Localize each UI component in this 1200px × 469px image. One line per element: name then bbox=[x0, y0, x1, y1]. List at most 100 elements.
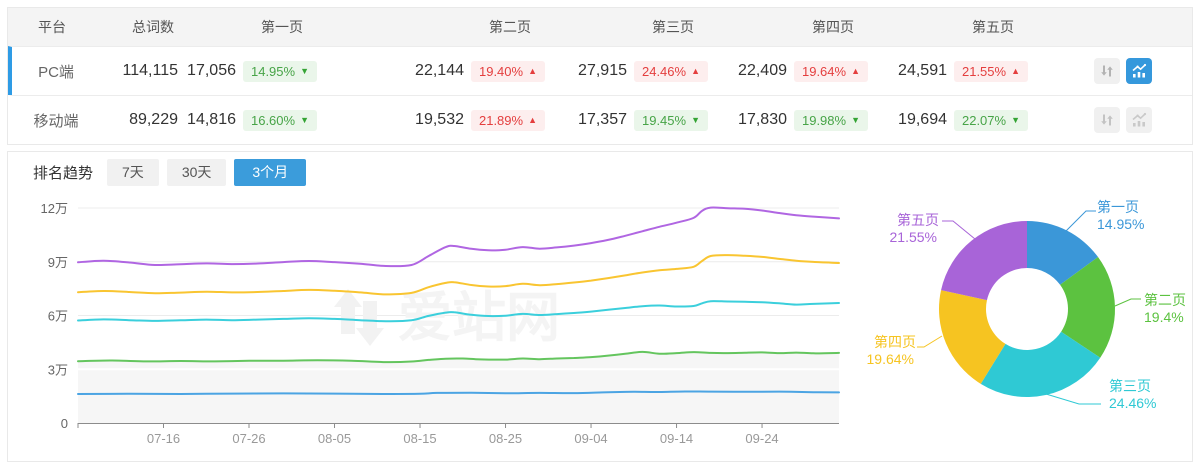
donut-slice-第三页[interactable] bbox=[980, 331, 1101, 398]
watermark-text: 爱站网 bbox=[398, 288, 560, 348]
page1-cell: 14,816 16.60% ▼ bbox=[178, 109, 317, 131]
svg-text:3万: 3万 bbox=[48, 362, 68, 377]
page1-pct-badge: 14.95% ▼ bbox=[242, 60, 317, 82]
page1-count: 17,056 bbox=[187, 62, 236, 79]
page-share-donut-chart: 第一页 14.95% 第二页 19.4% 第三页 24.46% 第四页 19.6… bbox=[867, 172, 1192, 452]
page3-pct-badge: 19.45% ▼ bbox=[633, 109, 708, 131]
donut-slice-第四页[interactable] bbox=[938, 290, 1006, 384]
up-arrow-icon: ▲ bbox=[851, 66, 860, 76]
donut-svg bbox=[917, 210, 1141, 405]
page3-count: 27,915 bbox=[578, 62, 627, 79]
page5-cell: 19,694 22.07% ▼ bbox=[868, 109, 1028, 131]
trend-chart-icon bbox=[1132, 112, 1147, 127]
leader-line-page1 bbox=[1063, 210, 1096, 234]
down-arrow-icon: ▼ bbox=[691, 115, 700, 125]
header-page-1: 第一页 bbox=[261, 19, 303, 35]
page2-count: 22,144 bbox=[415, 62, 464, 79]
down-arrow-icon: ▼ bbox=[300, 115, 309, 125]
svg-text:08-05: 08-05 bbox=[318, 431, 351, 446]
page1-count: 14,816 bbox=[187, 111, 236, 128]
page5-pct-badge: 21.55% ▲ bbox=[953, 60, 1028, 82]
trend-title: 排名趋势 bbox=[33, 164, 94, 182]
header-platform: 平台 bbox=[38, 19, 66, 35]
page5-pct-badge: 22.07% ▼ bbox=[953, 109, 1028, 131]
header-page-4: 第四页 bbox=[812, 19, 854, 35]
page3-cell: 27,915 24.46% ▲ bbox=[545, 60, 708, 82]
page1-cell: 17,056 14.95% ▼ bbox=[178, 60, 317, 82]
header-page-3: 第三页 bbox=[652, 19, 694, 35]
page2-pct-badge: 21.89% ▲ bbox=[470, 109, 545, 131]
page1-pct-badge: 16.60% ▼ bbox=[242, 109, 317, 131]
donut-label-page3: 第三页 24.46% bbox=[1109, 378, 1157, 411]
table-row-pc[interactable]: PC端 114,115 17,056 14.95% ▼ 22,144 19.40%… bbox=[8, 46, 1192, 95]
tab-7-days[interactable]: 7天 bbox=[107, 159, 159, 186]
page3-count: 17,357 bbox=[578, 111, 627, 128]
up-arrow-icon: ▲ bbox=[528, 115, 537, 125]
svg-text:07-16: 07-16 bbox=[147, 431, 180, 446]
page4-count: 17,830 bbox=[738, 111, 787, 128]
page5-count: 19,694 bbox=[898, 111, 947, 128]
up-arrow-icon: ▲ bbox=[691, 66, 700, 76]
trend-header: 排名趋势 7天 30天 3个月 bbox=[33, 159, 314, 186]
rank-table-panel: 平台 总词数 第一页 第二页 第三页 第四页 第五页 PC端 114,115 1… bbox=[7, 7, 1193, 145]
trend-line-chart: 爱站网 0 3万 6万 9万 12万 07-16 07-26 08-05 08-15 08-25 0… bbox=[41, 201, 840, 446]
svg-text:0: 0 bbox=[61, 416, 68, 431]
page4-count: 22,409 bbox=[738, 62, 787, 79]
total-words-value: 89,229 bbox=[129, 111, 178, 128]
svg-text:08-25: 08-25 bbox=[489, 431, 522, 446]
page4-pct-badge: 19.64% ▲ bbox=[793, 60, 868, 82]
donut-slice-第五页[interactable] bbox=[941, 221, 1027, 301]
page2-cell: 19,532 21.89% ▲ bbox=[317, 109, 545, 131]
svg-text:08-15: 08-15 bbox=[403, 431, 436, 446]
donut-label-page5: 第五页 21.55% bbox=[889, 212, 939, 245]
page2-count: 19,532 bbox=[415, 111, 464, 128]
donut-slice-第二页[interactable] bbox=[1060, 257, 1116, 358]
header-page-5: 第五页 bbox=[972, 19, 1014, 35]
down-arrow-icon: ▼ bbox=[300, 66, 309, 76]
table-row-mobile[interactable]: 移动端 89,229 14,816 16.60% ▼ 19,532 21.89% ▲… bbox=[8, 95, 1192, 144]
svg-text:6万: 6万 bbox=[48, 309, 68, 324]
up-arrow-icon: ▲ bbox=[528, 66, 537, 76]
platform-label: PC端 bbox=[38, 63, 74, 81]
svg-text:07-26: 07-26 bbox=[232, 431, 265, 446]
row-actions bbox=[1028, 107, 1192, 133]
page5-count: 24,591 bbox=[898, 62, 947, 79]
leader-line-page4 bbox=[917, 335, 943, 348]
sort-updown-button[interactable] bbox=[1094, 58, 1120, 84]
svg-text:09-04: 09-04 bbox=[574, 431, 607, 446]
show-trend-chart-button[interactable] bbox=[1126, 107, 1152, 133]
page4-cell: 17,830 19.98% ▼ bbox=[708, 109, 868, 131]
tab-3-months[interactable]: 3个月 bbox=[234, 159, 307, 186]
up-arrow-icon: ▲ bbox=[1011, 66, 1020, 76]
trend-chart-icon bbox=[1132, 63, 1147, 78]
page4-cell: 22,409 19.64% ▲ bbox=[708, 60, 868, 82]
page3-pct-badge: 24.46% ▲ bbox=[633, 60, 708, 82]
donut-slice-第一页[interactable] bbox=[1027, 221, 1099, 285]
platform-label: 移动端 bbox=[33, 112, 79, 130]
leader-line-page3 bbox=[1045, 393, 1101, 405]
svg-text:09-24: 09-24 bbox=[745, 431, 778, 446]
sort-updown-button[interactable] bbox=[1094, 107, 1120, 133]
row-actions bbox=[1028, 58, 1192, 84]
page3-cell: 17,357 19.45% ▼ bbox=[545, 109, 708, 131]
table-header-row: 平台 总词数 第一页 第二页 第三页 第四页 第五页 bbox=[8, 8, 1192, 46]
donut-label-page2: 第二页 19.4% bbox=[1144, 292, 1186, 325]
down-arrow-icon: ▼ bbox=[1011, 115, 1020, 125]
leader-line-page5 bbox=[942, 220, 976, 240]
sort-updown-icon bbox=[1101, 65, 1113, 77]
show-trend-chart-button[interactable] bbox=[1126, 58, 1152, 84]
donut-label-page1: 第一页 14.95% bbox=[1097, 199, 1145, 232]
total-words-value: 114,115 bbox=[122, 62, 178, 79]
watermark: 爱站网 bbox=[334, 288, 560, 348]
rank-trend-panel: 排名趋势 7天 30天 3个月 爱站网 0 3万 6万 9万 12万 07-16 07-26… bbox=[7, 151, 1193, 462]
tab-30-days[interactable]: 30天 bbox=[166, 159, 227, 186]
svg-text:12万: 12万 bbox=[41, 201, 68, 216]
header-page-2: 第二页 bbox=[489, 19, 531, 35]
down-arrow-icon: ▼ bbox=[851, 115, 860, 125]
page5-cell: 24,591 21.55% ▲ bbox=[868, 60, 1028, 82]
page2-pct-badge: 19.40% ▲ bbox=[470, 60, 545, 82]
page2-cell: 22,144 19.40% ▲ bbox=[317, 60, 545, 82]
page4-pct-badge: 19.98% ▼ bbox=[793, 109, 868, 131]
svg-text:09-14: 09-14 bbox=[660, 431, 693, 446]
